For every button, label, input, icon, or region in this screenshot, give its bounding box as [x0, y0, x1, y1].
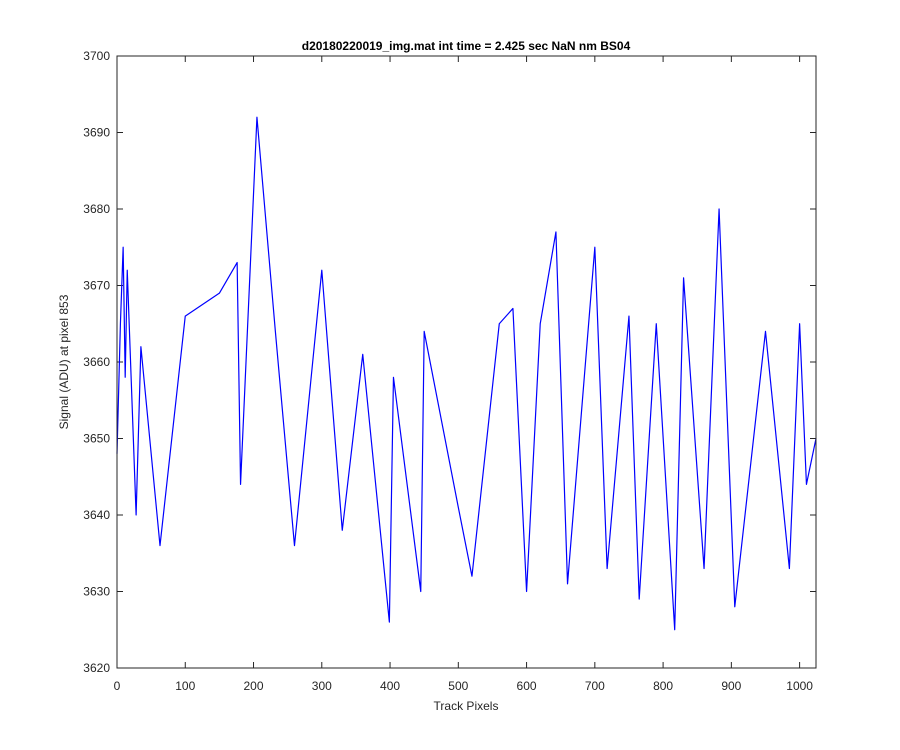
- x-tick-label: 900: [721, 679, 741, 693]
- x-tick-label: 400: [380, 679, 400, 693]
- x-tick-label: 800: [653, 679, 673, 693]
- chart-title: d20180220019_img.mat int time = 2.425 se…: [302, 39, 631, 53]
- axes-box: [116, 55, 817, 669]
- x-tick-label: 0: [114, 679, 121, 693]
- x-tick-label: 600: [517, 679, 537, 693]
- x-tick-label: 700: [585, 679, 605, 693]
- y-tick-label: 3680: [83, 202, 110, 216]
- x-axis-ticks: 0 100 200 300 400 500 600 700 800 900 1000: [114, 56, 813, 693]
- y-tick-label: 3640: [83, 508, 110, 522]
- x-tick-label: 1000: [786, 679, 813, 693]
- x-tick-label: 300: [312, 679, 332, 693]
- x-tick-label: 500: [448, 679, 468, 693]
- series-layer: [116, 116, 817, 631]
- y-axis-ticks: 3620 3630 3640 3650 3660 3670 3680 3690 3700: [83, 49, 816, 675]
- y-tick-label: 3630: [83, 585, 110, 599]
- y-axis-label: Signal (ADU) at pixel 853: [57, 294, 71, 429]
- x-tick-label: 100: [175, 679, 195, 693]
- plot-area: [117, 56, 816, 668]
- x-axis-label: Track Pixels: [434, 699, 499, 713]
- x-tick-label: 200: [244, 679, 264, 693]
- y-tick-label: 3650: [83, 432, 110, 446]
- y-tick-label: 3660: [83, 355, 110, 369]
- y-tick-label: 3690: [83, 126, 110, 140]
- signal-series-line: [116, 116, 817, 631]
- y-tick-label: 3620: [83, 661, 110, 675]
- y-tick-label: 3700: [83, 49, 110, 63]
- y-tick-label: 3670: [83, 279, 110, 293]
